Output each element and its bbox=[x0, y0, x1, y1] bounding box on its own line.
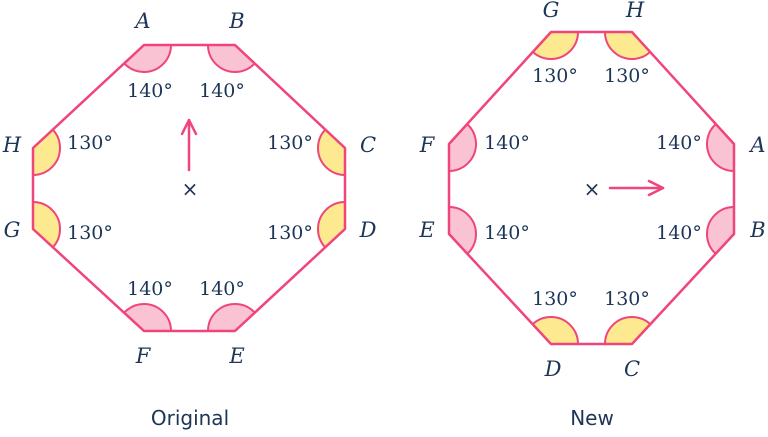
angle-label-B: 140° bbox=[656, 222, 702, 244]
angle-label-D: 130° bbox=[267, 222, 313, 244]
vertex-label-H: H bbox=[2, 133, 22, 157]
original-octagon: A 140° B 140° C 130° D 130° E 140° F 140° G 130° H 130°… bbox=[2, 9, 377, 368]
arrow-head-icon bbox=[647, 179, 665, 197]
vertex-label-E: E bbox=[228, 344, 244, 368]
octagon-outline bbox=[31, 43, 347, 333]
vertex-label-H: H bbox=[625, 0, 645, 22]
angle-label-A: 140° bbox=[127, 80, 173, 102]
vertex-label-F: F bbox=[135, 344, 152, 368]
angle-label-F: 140° bbox=[127, 278, 173, 300]
angle-label-D: 130° bbox=[532, 288, 578, 310]
vertex-label-B: B bbox=[228, 9, 244, 33]
angle-label-G: 130° bbox=[67, 222, 113, 244]
vertex-label-A: A bbox=[748, 133, 765, 157]
vertex-label-C: C bbox=[360, 133, 376, 157]
angle-label-C: 130° bbox=[604, 288, 650, 310]
vertex-label-G: G bbox=[543, 0, 560, 22]
new-caption: New bbox=[570, 406, 614, 430]
arrow-head-icon bbox=[180, 118, 198, 136]
angle-label-H: 130° bbox=[67, 132, 113, 154]
vertex-label-D: D bbox=[544, 357, 562, 381]
original-caption: Original bbox=[151, 406, 229, 430]
angle-label-G: 130° bbox=[532, 65, 578, 87]
angle-label-E: 140° bbox=[484, 222, 530, 244]
vertex-label-C: C bbox=[624, 357, 640, 381]
angle-label-E: 140° bbox=[199, 278, 245, 300]
new-octagon: A 140° B 140° C 130° D 130° E 140° F 140° G 130° H 130°… bbox=[418, 0, 765, 381]
octagon-outline bbox=[447, 30, 736, 346]
centre-cross-icon: × bbox=[182, 177, 199, 201]
angle-label-F: 140° bbox=[484, 132, 530, 154]
vertex-label-B: B bbox=[749, 218, 765, 242]
vertex-label-G: G bbox=[4, 218, 21, 242]
vertex-label-D: D bbox=[359, 218, 377, 242]
vertex-label-E: E bbox=[418, 218, 434, 242]
vertex-label-F: F bbox=[419, 133, 436, 157]
vertex-label-A: A bbox=[133, 9, 150, 33]
centre-cross-icon: × bbox=[584, 177, 601, 201]
angle-label-B: 140° bbox=[199, 80, 245, 102]
angle-label-A: 140° bbox=[656, 132, 702, 154]
angle-label-H: 130° bbox=[604, 65, 650, 87]
angle-label-C: 130° bbox=[267, 132, 313, 154]
